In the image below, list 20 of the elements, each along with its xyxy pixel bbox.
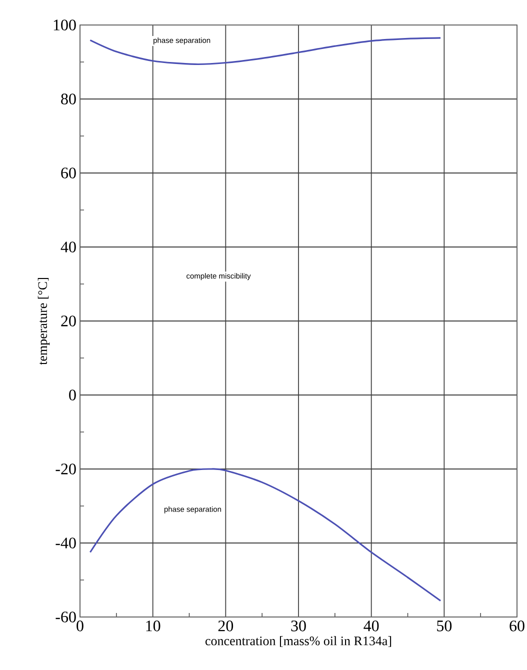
y-tick-label: 100: [54, 20, 76, 30]
x-tick-label: 50: [437, 620, 452, 632]
y-tick-label: -40: [56, 538, 76, 548]
x-tick-label: 30: [291, 620, 306, 632]
x-tick-label: 10: [146, 620, 160, 632]
y-tick-label: 40: [60, 242, 76, 252]
y-tick-label: -20: [56, 464, 76, 474]
x-tick-label: 60: [510, 620, 524, 632]
x-tick-label: 40: [364, 620, 379, 632]
line-series: [89, 37, 442, 66]
y-tick-label: 60: [61, 168, 76, 178]
x-axis-title: concentration [mass% oil in R134a]: [205, 636, 392, 647]
y-tick-label: 0: [69, 390, 76, 400]
x-tick-label: 20: [218, 620, 234, 632]
y-axis-title: temperature [°C]: [38, 278, 50, 365]
y-tick-label: 80: [61, 94, 76, 104]
x-tick-label: 0: [76, 620, 84, 632]
y-tick-label: 20: [61, 316, 76, 326]
y-tick-label: -60: [56, 612, 76, 622]
line-series: [89, 468, 442, 602]
